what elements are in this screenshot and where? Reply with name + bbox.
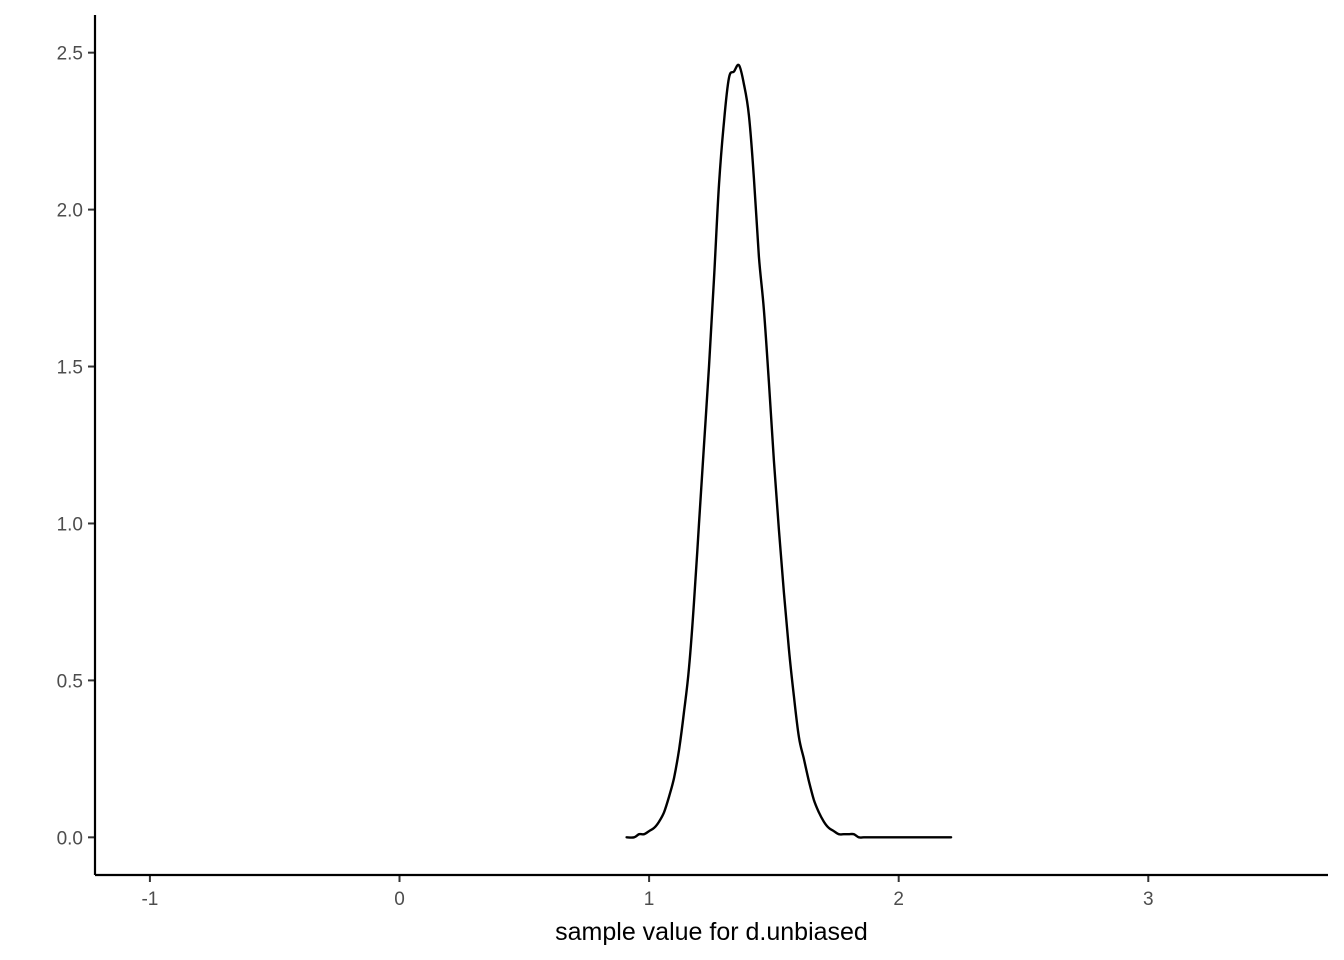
density-curve xyxy=(625,63,953,839)
x-tick-label: 2 xyxy=(893,889,904,910)
y-tick-label: 0.5 xyxy=(57,671,83,692)
x-tick-label: 0 xyxy=(394,889,405,910)
x-axis-title: sample value for d.unbiased xyxy=(555,918,868,946)
x-axis-ticks: -1 0 1 2 3 xyxy=(141,875,1154,910)
x-tick-label: 3 xyxy=(1143,889,1154,910)
y-tick-label: 1.5 xyxy=(57,358,83,379)
x-tick-label: -1 xyxy=(141,889,158,910)
y-tick-label: 0.0 xyxy=(57,828,83,849)
y-tick-label: 1.0 xyxy=(57,514,83,535)
x-tick-label: 1 xyxy=(644,889,655,910)
y-axis-ticks: 0.0 0.5 1.0 1.5 2.0 2.5 xyxy=(57,44,95,849)
y-tick-label: 2.5 xyxy=(57,44,83,65)
y-tick-label: 2.0 xyxy=(57,201,83,222)
